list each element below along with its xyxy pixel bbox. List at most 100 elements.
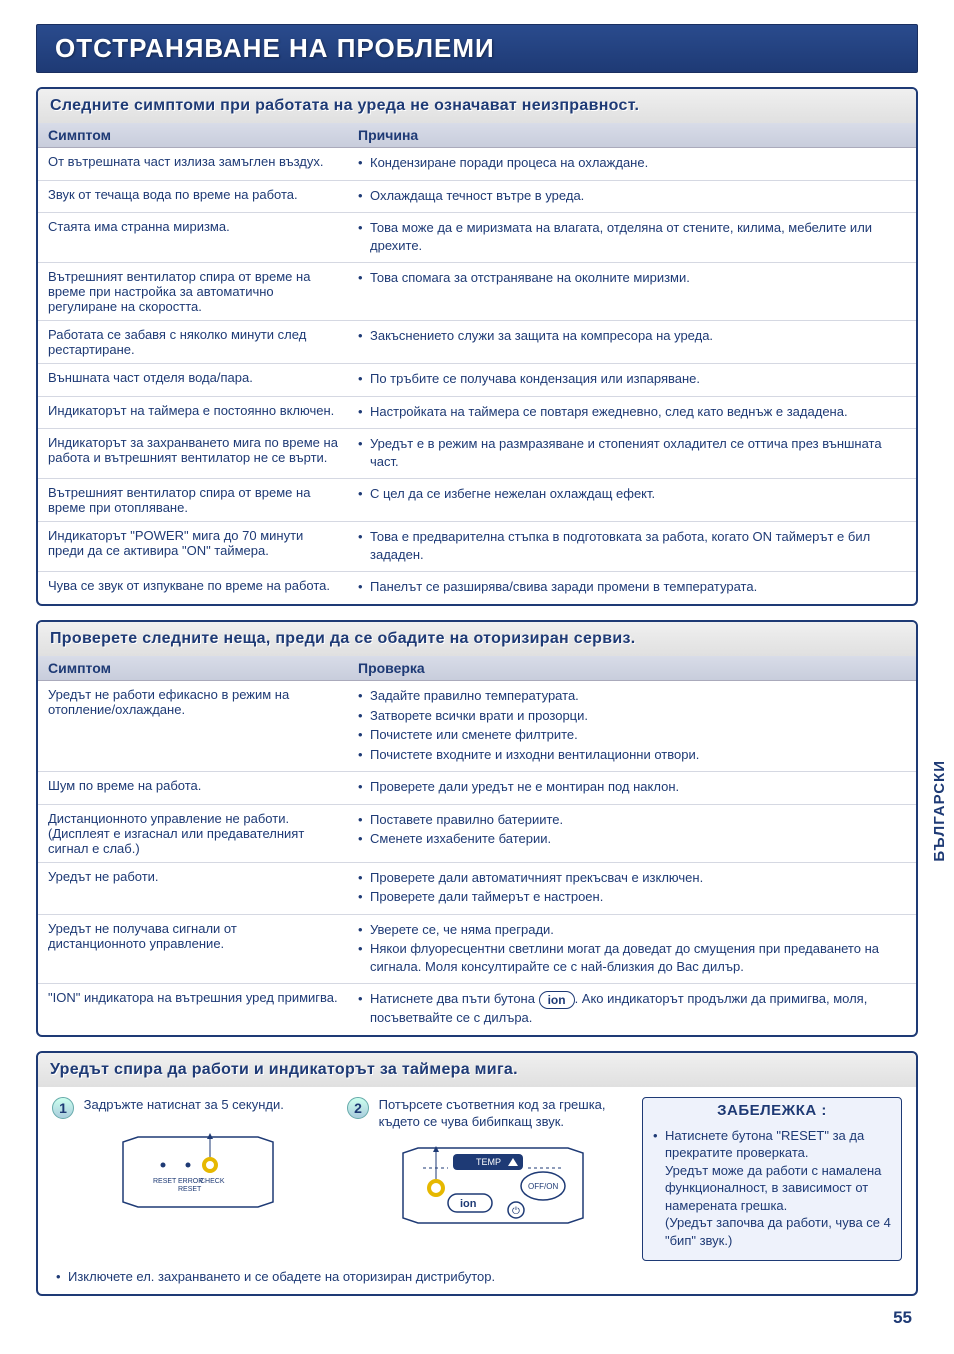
svg-text:⏻: ⏻ [512, 1206, 520, 1217]
table-row: Вътрешният вентилатор спира от време на … [38, 263, 916, 321]
list-item: Задайте правилно температурата. [358, 687, 906, 705]
list-item: Натиснете бутона "RESET" за да прекратит… [653, 1127, 891, 1250]
main-title: ОТСТРАНЯВАНЕ НА ПРОБЛЕМИ [36, 24, 918, 73]
cause-cell: Закъснението служи за защита на компресо… [348, 321, 916, 364]
cause-cell: Охлаждаща течност вътре в уреда. [348, 180, 916, 213]
table-row: Уредът не работи ефикасно в режим на ото… [38, 681, 916, 772]
cause-cell: Кондензиране поради процеса на охлаждане… [348, 148, 916, 181]
svg-text:ion: ion [460, 1198, 477, 1210]
list-item: Охлаждаща течност вътре в уреда. [358, 187, 906, 205]
list-item: Сменете изхабените батерии. [358, 830, 906, 848]
symptom-cell: Стаята има странна миризма. [38, 213, 348, 263]
language-tab: БЪЛГАРСКИ [931, 760, 948, 862]
svg-text:TEMP: TEMP [476, 1157, 501, 1167]
table-row: "ION" индикатора на вътрешния уред прими… [38, 984, 916, 1035]
list-item: Проверете дали таймерът е настроен. [358, 888, 906, 906]
check-cell: Проверете дали уредът не е монтиран под … [348, 772, 916, 805]
table-row: Индикаторът за захранването мига по врем… [38, 429, 916, 479]
cause-cell: Това спомага за отстраняване на околните… [348, 263, 916, 321]
list-item: Почистете входните и изходни вентилацион… [358, 746, 906, 764]
step2-text: Потърсете съответния код за грешка, къде… [379, 1097, 626, 1131]
symptom-cell: Работата се забавя с няколко минути след… [38, 321, 348, 364]
cause-cell: Уредът е в режим на размразяване и стопе… [348, 429, 916, 479]
symptom-cell: Вътрешният вентилатор спира от време на … [38, 263, 348, 321]
symptom-cell: Външната част отделя вода/пара. [38, 364, 348, 397]
symptom-cell: Индикаторът "POWER" мига до 70 минути пр… [38, 522, 348, 572]
table-checks: Симптом Проверка Уредът не работи ефикас… [38, 656, 916, 1035]
col-symptom2: Симптом [38, 656, 348, 681]
check-cell: Проверете дали автоматичният прекъсвач е… [348, 862, 916, 914]
table-row: Вътрешният вентилатор спира от време на … [38, 479, 916, 522]
section1-title: Следните симптоми при работата на уреда … [38, 89, 916, 123]
table-row: Чува се звук от изпукване по време на ра… [38, 572, 916, 604]
svg-text:RESET: RESET [153, 1178, 177, 1185]
remote-illustration-2: TEMP ion OFF/ON ⏻ [388, 1138, 588, 1233]
section-checks: Проверете следните неща, преди да се оба… [36, 620, 918, 1037]
symptom-cell: Уредът не работи ефикасно в режим на ото… [38, 681, 348, 772]
col-cause: Причина [348, 123, 916, 148]
step1-text: Задръжте натиснат за 5 секунди. [84, 1097, 331, 1114]
table-row: Индикаторът на таймера е постоянно включ… [38, 396, 916, 429]
cause-cell: Настройката на таймера се повтаря ежедне… [348, 396, 916, 429]
symptom-cell: Индикаторът за захранването мига по врем… [38, 429, 348, 479]
symptom-cell: Шум по време на работа. [38, 772, 348, 805]
cause-cell: С цел да се избегне нежелан охлаждащ ефе… [348, 479, 916, 522]
symptom-cell: Дистанционното управление не работи. (Ди… [38, 804, 348, 862]
list-item: Това спомага за отстраняване на околните… [358, 269, 906, 287]
list-item: Поставете правилно батериите. [358, 811, 906, 829]
table-symptoms: Симптом Причина От вътрешната част излиз… [38, 123, 916, 604]
page-number: 55 [36, 1304, 918, 1328]
list-item: Уверете се, че няма прегради. [358, 921, 906, 939]
table-row: Външната част отделя вода/пара. По тръбит… [38, 364, 916, 397]
step2-num: 2 [347, 1097, 369, 1119]
svg-text:OFF/ON: OFF/ON [528, 1182, 558, 1191]
list-item: Уредът е в режим на размразяване и стопе… [358, 435, 906, 470]
table-row: Уредът не получава сигнали от дистанцион… [38, 914, 916, 984]
symptom-cell: Звук от течаща вода по време на работа. [38, 180, 348, 213]
cause-cell: По тръбите се получава кондензация или и… [348, 364, 916, 397]
list-item: Това може да е миризмата на влагата, отд… [358, 219, 906, 254]
list-item: Проверете дали уредът не е монтиран под … [358, 778, 906, 796]
list-item: Кондензиране поради процеса на охлаждане… [358, 154, 906, 172]
table-row: Звук от течаща вода по време на работа. О… [38, 180, 916, 213]
step-1: 1 Задръжте натиснат за 5 секунди. RESET … [52, 1097, 333, 1261]
svg-text:RESET: RESET [178, 1186, 202, 1193]
section3-title: Уредът спира да работи и индикаторът за … [38, 1053, 916, 1087]
table-row: Шум по време на работа. Проверете дали ур… [38, 772, 916, 805]
cause-cell: Това може да е миризмата на влагата, отд… [348, 213, 916, 263]
list-item: Настройката на таймера се повтаря ежедне… [358, 403, 906, 421]
table-row: Индикаторът "POWER" мига до 70 минути пр… [38, 522, 916, 572]
list-item: Някои флуоресцентни светлини могат да до… [358, 940, 906, 975]
symptom-cell: Чува се звук от изпукване по време на ра… [38, 572, 348, 604]
check-cell: Поставете правилно батериите.Сменете изх… [348, 804, 916, 862]
final-instruction: Изключете ел. захранването и се обадете … [38, 1261, 916, 1284]
list-item: По тръбите се получава кондензация или и… [358, 370, 906, 388]
section-timer-blink: Уредът спира да работи и индикаторът за … [36, 1051, 918, 1296]
step1-num: 1 [52, 1097, 74, 1119]
list-item: Натиснете два пъти бутона ion. Ако индик… [358, 990, 906, 1026]
symptom-cell: Индикаторът на таймера е постоянно включ… [38, 396, 348, 429]
list-item: Закъснението служи за защита на компресо… [358, 327, 906, 345]
note-box: ЗАБЕЛЕЖКА : Натиснете бутона "RESET" за … [642, 1097, 902, 1261]
section2-title: Проверете следните неща, преди да се оба… [38, 622, 916, 656]
table-row: От вътрешната част излиза замъглен възду… [38, 148, 916, 181]
list-item: Проверете дали автоматичният прекъсвач е… [358, 869, 906, 887]
col-check: Проверка [348, 656, 916, 681]
note-title: ЗАБЕЛЕЖКА : [643, 1098, 901, 1123]
symptom-cell: От вътрешната част излиза замъглен възду… [38, 148, 348, 181]
table-row: Стаята има странна миризма. Това може да … [38, 213, 916, 263]
symptom-cell: "ION" индикатора на вътрешния уред прими… [38, 984, 348, 1035]
check-cell: Уверете се, че няма прегради.Някои флуор… [348, 914, 916, 984]
symptom-cell: Уредът не работи. [38, 862, 348, 914]
symptom-cell: Вътрешният вентилатор спира от време на … [38, 479, 348, 522]
svg-text:CHECK: CHECK [200, 1178, 225, 1185]
check-cell: Задайте правилно температурата. Затворете… [348, 681, 916, 772]
list-item: Панелът се разширява/свива заради промен… [358, 578, 906, 596]
ion-button-icon: ion [539, 991, 575, 1009]
check-cell: Натиснете два пъти бутона ion. Ако индик… [348, 984, 916, 1035]
table-row: Работата се забавя с няколко минути след… [38, 321, 916, 364]
table-row: Дистанционното управление не работи. (Ди… [38, 804, 916, 862]
list-item: Затворете всички врати и прозорци. [358, 707, 906, 725]
cause-cell: Панелът се разширява/свива заради промен… [348, 572, 916, 604]
list-item: С цел да се избегне нежелан охлаждащ ефе… [358, 485, 906, 503]
